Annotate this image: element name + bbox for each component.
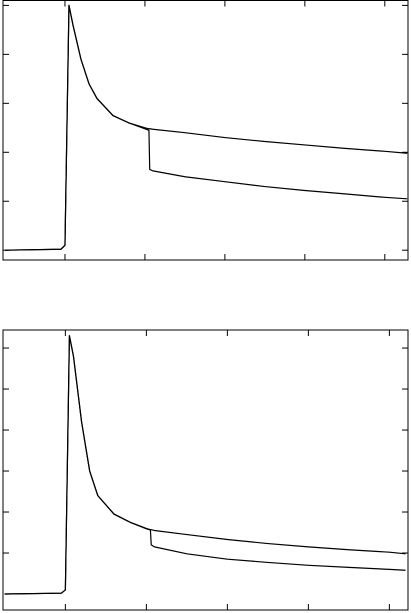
trace	[4, 335, 406, 595]
trace	[4, 335, 406, 595]
plot-frame	[2, 0, 409, 261]
plot-frame	[2, 329, 409, 611]
trace	[4, 4, 408, 251]
